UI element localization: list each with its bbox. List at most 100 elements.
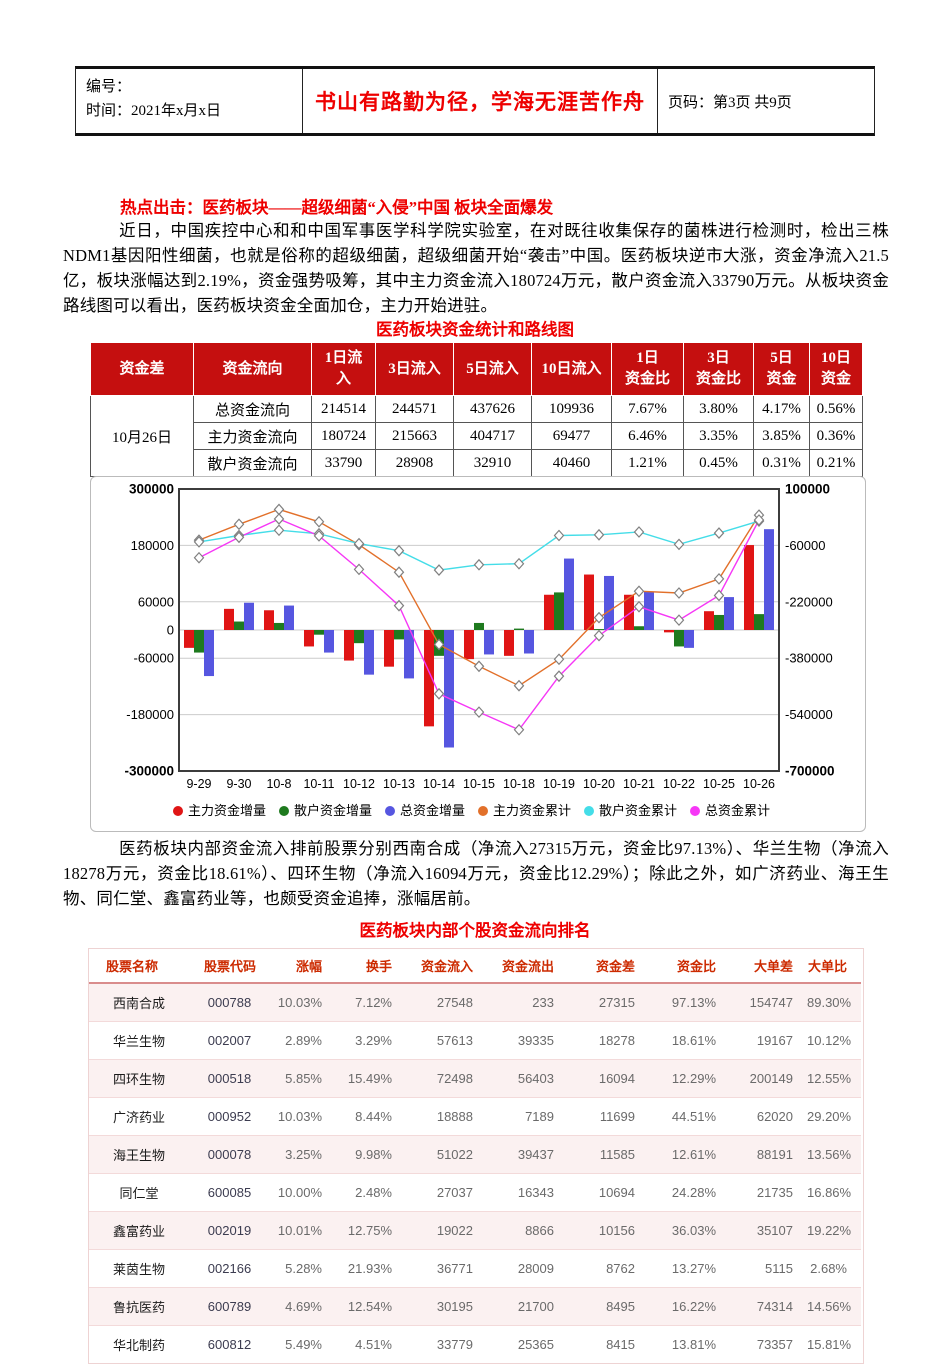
stock-value-cell: 154747: [730, 982, 807, 1022]
legend-dot: [173, 806, 183, 816]
bar-总资金增量: [324, 630, 334, 653]
marker: [233, 518, 245, 531]
stock-value-cell: 89.30%: [807, 982, 861, 1022]
stock-code-cell: 000078: [189, 1135, 270, 1174]
stock-code-cell: 002166: [189, 1249, 270, 1288]
stock-table-title: 医药板块内部个股资金流向排名: [359, 921, 591, 940]
marker: [273, 503, 285, 516]
fund-table-cell: 1.21%: [611, 449, 684, 477]
header-page-label: 页码：第3页 共9页: [668, 94, 792, 111]
stock-value-cell: 21735: [730, 1173, 807, 1212]
fund-table-cell: 0.56%: [809, 395, 863, 423]
stock-value-cell: 16.86%: [807, 1173, 861, 1212]
bar-主力资金增量: [744, 545, 754, 630]
stock-value-cell: 29.20%: [807, 1097, 861, 1136]
stock-name-cell: 广济药业: [89, 1097, 189, 1136]
marker: [593, 629, 605, 642]
stock-name-cell: 同仁堂: [89, 1173, 189, 1212]
stock-value-cell: 13.81%: [649, 1325, 730, 1363]
stock-value-cell: 10.12%: [807, 1021, 861, 1060]
bar-主力资金增量: [224, 608, 234, 630]
marker: [713, 572, 725, 585]
fund-table-row: 散户资金流向 33790 28908 32910 40460 1.21% 0.45% 0.31…: [91, 449, 863, 477]
fund-table-header-cell: 10日流入: [531, 342, 612, 396]
stock-value-cell: 3.29%: [336, 1021, 406, 1060]
bar-散户资金增量: [394, 630, 404, 640]
fund-table-cell: 0.36%: [809, 422, 863, 450]
line-主力资金累计: [198, 508, 760, 687]
fund-table-cell: 7.67%: [611, 395, 684, 423]
stock-value-cell: 5.85%: [270, 1059, 336, 1098]
x-axis-label: 10-15: [463, 777, 495, 791]
stock-value-cell: 5.49%: [270, 1325, 336, 1363]
stock-value-cell: 12.55%: [807, 1059, 861, 1098]
stock-value-cell: 73357: [730, 1325, 807, 1363]
fund-table-header-cell: 1日 资金比: [611, 342, 684, 396]
stock-value-cell: 10.01%: [270, 1211, 336, 1250]
stock-value-cell: 28009: [487, 1249, 568, 1288]
fund-table-header-cell: 10日 资金: [809, 342, 863, 396]
legend-label: 散户资金累计: [599, 803, 677, 818]
stock-value-cell: 18888: [406, 1097, 487, 1136]
stock-value-cell: 233: [487, 982, 568, 1022]
stock-value-cell: 27315: [568, 982, 649, 1022]
marker: [233, 531, 245, 544]
stock-value-cell: 13.56%: [807, 1135, 861, 1174]
stock-value-cell: 62020: [730, 1097, 807, 1136]
marker: [473, 558, 485, 571]
stock-value-cell: 74314: [730, 1287, 807, 1326]
stock-table-container: 股票名称 股票代码 涨幅 换手 资金流入 资金流出 资金差 资金比 大单差 大单比 西南合成 0007…: [88, 948, 864, 1364]
stock-name-cell: 华北制药: [89, 1325, 189, 1363]
fund-table-cell: 32910: [453, 449, 532, 477]
stock-value-cell: 12.61%: [649, 1135, 730, 1174]
x-axis-label: 10-12: [343, 777, 375, 791]
marker: [193, 535, 205, 548]
stock-name-cell: 莱茵生物: [89, 1249, 189, 1288]
x-axis-label: 10-14: [423, 777, 455, 791]
fund-table-date-cell: 10月26日: [90, 395, 194, 477]
bar-散户资金增量: [714, 614, 724, 630]
bar-散户资金增量: [354, 630, 364, 644]
stock-table-row: 广济药业 000952 10.03% 8.44% 18888 7189 11699 44.51…: [89, 1097, 861, 1136]
stock-value-cell: 2.89%: [270, 1021, 336, 1060]
stock-value-cell: 10156: [568, 1211, 649, 1250]
intro-paragraph: 近日，中国疾控中心和和中国军事医学科学院实验室，在对既往收集保存的菌株进行检测时…: [63, 221, 889, 315]
legend-dot: [690, 806, 700, 816]
stock-value-cell: 27037: [406, 1173, 487, 1212]
fund-table-cell: 215663: [375, 422, 454, 450]
bar-散户资金增量: [274, 622, 284, 630]
stock-value-cell: 16.22%: [649, 1287, 730, 1326]
stock-value-cell: 16343: [487, 1173, 568, 1212]
fund-table-flow-label: 散户资金流向: [193, 449, 312, 477]
fund-table-cell: 180724: [311, 422, 376, 450]
marker: [633, 600, 645, 613]
bar-主力资金增量: [584, 574, 594, 630]
stock-value-cell: 14.56%: [807, 1287, 861, 1326]
bar-散户资金增量: [754, 614, 764, 630]
stock-table-row: 同仁堂 600085 10.00% 2.48% 27037 16343 10694 24.28…: [89, 1173, 861, 1212]
marker: [433, 564, 445, 576]
legend-dot: [279, 806, 289, 816]
stock-value-cell: 18.61%: [649, 1021, 730, 1060]
legend-label: 主力资金累计: [493, 803, 571, 818]
plot-border: [178, 488, 780, 772]
x-axis-label: 10-26: [743, 777, 775, 791]
marker: [353, 563, 365, 576]
stock-value-cell: 3.25%: [270, 1135, 336, 1174]
fund-table-header-cell: 1日流 入: [311, 342, 376, 396]
bar-散户资金增量: [674, 630, 684, 647]
x-axis-label: 9-30: [226, 777, 251, 791]
marker: [553, 529, 565, 542]
bar-主力资金增量: [464, 630, 474, 660]
stock-value-cell: 27548: [406, 982, 487, 1022]
fund-table-cell: 4.17%: [753, 395, 810, 423]
stock-value-cell: 15.49%: [336, 1059, 406, 1098]
marker: [393, 599, 405, 612]
fund-table-row: 主力资金流向 180724 215663 404717 69477 6.46% 3.35% 3…: [91, 422, 863, 450]
fund-flow-chart: 300000 180000 60000 0 -60000 -180000 -300000 10…: [124, 482, 834, 819]
x-axis-label: 10-25: [703, 777, 735, 791]
marker: [673, 614, 685, 627]
fund-table-cell: 3.85%: [753, 422, 810, 450]
stock-value-cell: 10.00%: [270, 1173, 336, 1212]
marker: [473, 706, 485, 719]
